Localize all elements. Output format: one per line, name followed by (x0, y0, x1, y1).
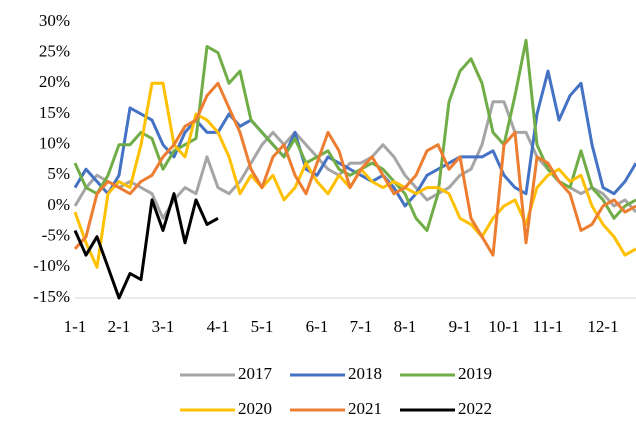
x-tick-label: 10-1 (488, 317, 519, 336)
y-tick-label: 15% (39, 103, 70, 122)
series-line (73, 69, 636, 208)
x-tick-label: 11-1 (533, 317, 564, 336)
y-tick-label: 30% (39, 11, 70, 30)
y-tick-label: 20% (39, 72, 70, 91)
y-tick-label: -5% (42, 226, 70, 245)
x-tick-label: 2-1 (108, 317, 131, 336)
series-line (73, 192, 219, 300)
legend-label: 2022 (458, 399, 492, 418)
series-line (73, 81, 636, 257)
x-tick-label: 1-1 (64, 317, 87, 336)
x-tick-label: 6-1 (306, 317, 329, 336)
legend-label: 2018 (348, 364, 382, 383)
series-line (73, 38, 636, 232)
legend-label: 2017 (238, 364, 273, 383)
x-tick-label: 3-1 (152, 317, 175, 336)
y-tick-label: -15% (33, 287, 70, 306)
legend-label: 2019 (458, 364, 492, 383)
x-tick-label: 5-1 (251, 317, 274, 336)
y-tick-label: 0% (47, 195, 70, 214)
y-tick-label: 10% (39, 134, 70, 153)
legend-label: 2021 (348, 399, 382, 418)
x-tick-label: 4-1 (207, 317, 230, 336)
x-tick-label: 12-1 (587, 317, 618, 336)
x-tick-label: 7-1 (350, 317, 373, 336)
x-tick-label: 9-1 (449, 317, 472, 336)
x-tick-label: 8-1 (394, 317, 417, 336)
legend-label: 2020 (238, 399, 272, 418)
y-tick-label: -10% (33, 256, 70, 275)
y-tick-label: 25% (39, 42, 70, 61)
y-tick-label: 5% (47, 164, 70, 183)
